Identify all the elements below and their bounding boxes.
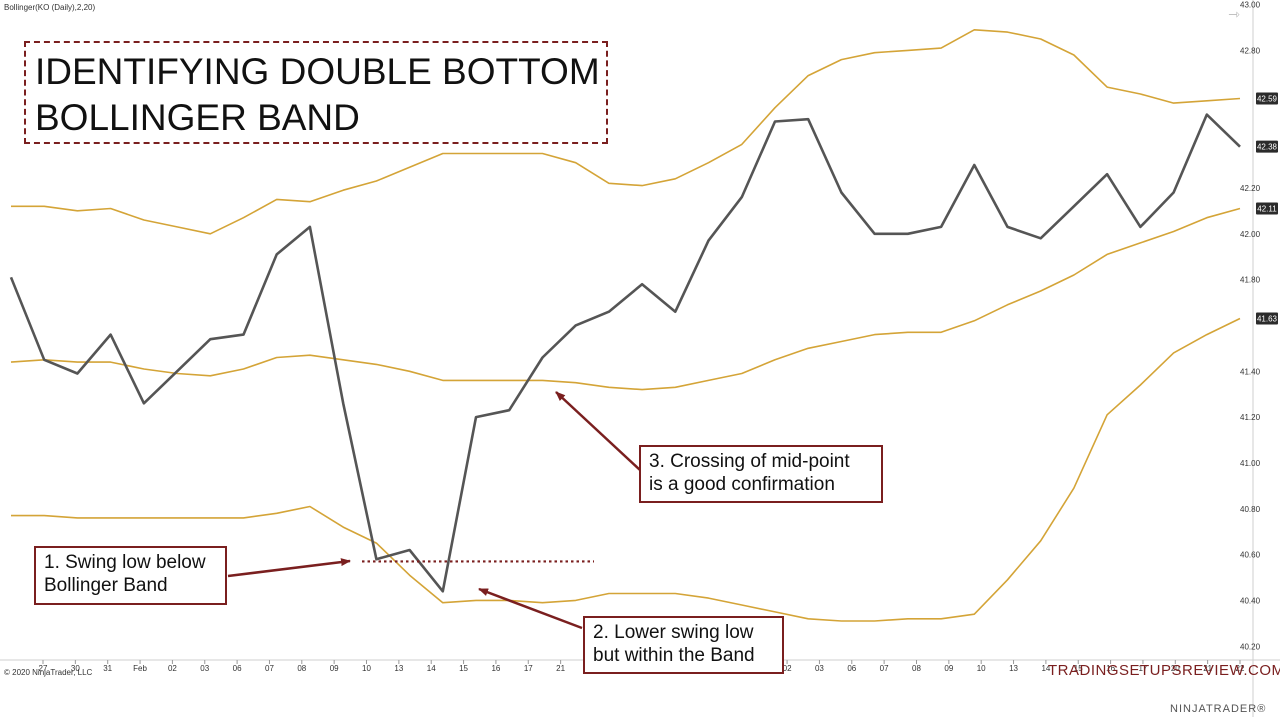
note-3-line-1: 3. Crossing of mid-point (649, 451, 850, 472)
note-1-line-2: Bollinger Band (44, 575, 168, 596)
note-3-line-2: is a good confirmation (649, 474, 835, 495)
arrow-midpoint-crossing (555, 391, 641, 471)
x-tick-label: 02 (168, 664, 177, 673)
watermark: TRADINGSETUPSREVIEW.COM (1048, 662, 1280, 679)
price-line (9, 113, 1241, 593)
y-tick-label: 41.80 (1240, 276, 1261, 285)
indicator-label: Bollinger(KO (Daily),2,20) (4, 3, 96, 12)
x-tick-label: 13 (1009, 664, 1018, 673)
bollinger-upper-band (11, 28, 1241, 235)
x-tick-label: 27 (39, 664, 48, 673)
y-tick-label: 41.00 (1240, 459, 1261, 468)
y-tick-label: 42.80 (1240, 46, 1261, 55)
x-tick-label: 08 (297, 664, 306, 673)
x-tick-label: 03 (815, 664, 824, 673)
x-tick-label: 20 (1171, 664, 1180, 673)
arrow-lower-swing-low (478, 587, 583, 630)
y-tick-label: 42.20 (1240, 184, 1261, 193)
x-tick-label: 14 (1041, 664, 1050, 673)
x-tick-label: 09 (944, 664, 953, 673)
y-tick-label: 42.00 (1240, 230, 1261, 239)
price-label: 42.38 (1257, 143, 1278, 152)
x-tick-label: 02 (783, 664, 792, 673)
x-tick-label: Feb (133, 664, 147, 673)
title-line-2: BOLLINGER BAND (35, 97, 360, 138)
bollinger-middle-band (10, 207, 1241, 391)
y-tick-label: 40.60 (1240, 551, 1261, 560)
x-tick-label: 15 (459, 664, 468, 673)
x-tick-label: 07 (880, 664, 889, 673)
x-tick-label: 10 (977, 664, 986, 673)
note-1-line-1: 1. Swing low below (44, 552, 206, 573)
x-tick-label: 14 (427, 664, 436, 673)
x-tick-label: 09 (330, 664, 339, 673)
note-midpoint-crossing: 3. Crossing of mid-point is a good confi… (639, 445, 883, 503)
price-label: 41.63 (1257, 315, 1278, 324)
x-tick-label: 06 (233, 664, 242, 673)
scroll-right-icon[interactable]: ⇾ (1228, 6, 1240, 22)
x-tick-label: 17 (1138, 664, 1147, 673)
x-tick-label: 21 (1203, 664, 1212, 673)
y-tick-label: 40.80 (1240, 505, 1261, 514)
price-label: 42.11 (1257, 205, 1277, 214)
note-lower-swing-low: 2. Lower swing low but within the Band (583, 616, 784, 674)
x-tick-label: 30 (71, 664, 80, 673)
x-tick-label: 31 (103, 664, 112, 673)
title-box: IDENTIFYING DOUBLE BOTTOM BOLLINGER BAND (24, 41, 608, 144)
bollinger-lower-band (11, 317, 1241, 622)
x-tick-label: 10 (362, 664, 371, 673)
x-tick-label: 15 (1074, 664, 1083, 673)
x-tick-label: 06 (847, 664, 856, 673)
x-tick-label: 21 (556, 664, 565, 673)
arrow-swing-low (227, 558, 351, 578)
y-tick-label: 41.20 (1240, 413, 1261, 422)
title-line-1: IDENTIFYING DOUBLE BOTTOM (35, 51, 600, 92)
x-tick-label: 13 (394, 664, 403, 673)
note-2-line-1: 2. Lower swing low (593, 622, 754, 643)
x-tick-label: 16 (1106, 664, 1115, 673)
y-tick-label: 43.00 (1240, 1, 1261, 10)
price-label: 42.59 (1257, 95, 1278, 104)
note-2-line-2: but within the Band (593, 645, 755, 666)
copyright: © 2020 NinjaTrader, LLC (4, 668, 93, 677)
brand-logo: NINJATRADER® (1170, 703, 1267, 715)
price-label-box (1256, 92, 1278, 105)
x-tick-label: 03 (200, 664, 209, 673)
note-swing-low: 1. Swing low below Bollinger Band (34, 546, 227, 605)
y-tick-label: 40.20 (1240, 642, 1261, 651)
price-label-box (1256, 202, 1278, 215)
x-tick-label: 22 (1236, 664, 1245, 673)
y-tick-label: 40.40 (1240, 596, 1261, 605)
x-tick-label: 08 (912, 664, 921, 673)
x-tick-label: 16 (491, 664, 500, 673)
y-tick-label: 41.40 (1240, 367, 1261, 376)
x-tick-label: 17 (524, 664, 533, 673)
price-label-box (1256, 140, 1278, 153)
x-tick-label: 07 (265, 664, 274, 673)
price-label-box (1256, 312, 1278, 325)
